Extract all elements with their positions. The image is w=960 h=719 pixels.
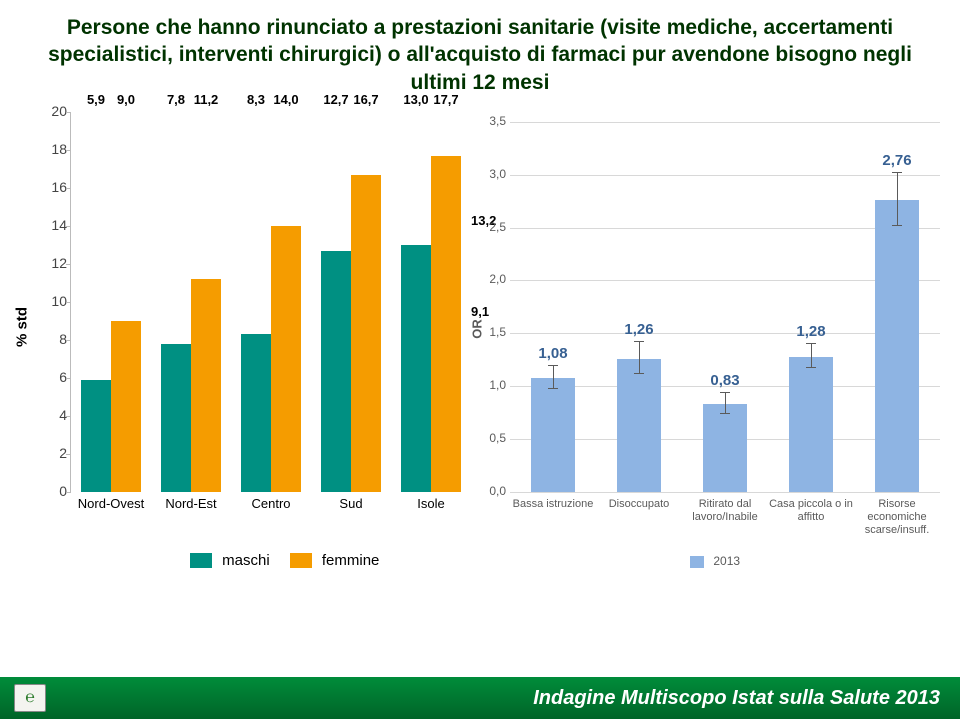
- bar-value-label: 11,2: [191, 92, 221, 277]
- or-value-label: 2,76: [872, 152, 922, 169]
- or-bar: [617, 359, 661, 492]
- right-category-label: Casa piccola o in affitto: [768, 498, 854, 524]
- left-category-label: Nord-Est: [151, 496, 231, 511]
- left-ytick-label: 2: [41, 445, 67, 461]
- bar-value-label: 5,9: [81, 92, 111, 378]
- footer-text: Indagine Multiscopo Istat sulla Salute 2…: [533, 687, 940, 710]
- left-ytick-label: 16: [41, 179, 67, 195]
- left-bar-chart: % std 024681012141618205,99,0Nord-Ovest7…: [30, 112, 480, 542]
- left-category-label: Nord-Ovest: [71, 496, 151, 511]
- legend-label-year: 2013: [713, 554, 740, 568]
- or-value-label: 0,83: [700, 372, 750, 389]
- right-category-label: Ritirato dal lavoro/Inabile: [682, 498, 768, 524]
- legend-swatch-maschi: [190, 553, 212, 568]
- left-category-label: Isole: [391, 496, 471, 511]
- left-ytick-label: 20: [41, 103, 67, 119]
- left-ytick-label: 6: [41, 369, 67, 385]
- bar-value-label: 9,0: [111, 92, 141, 319]
- right-ytick-label: 3,0: [482, 167, 506, 181]
- or-value-label: 1,28: [786, 323, 836, 340]
- right-plot-area: 0,00,51,01,52,02,53,03,51,08Bassa istruz…: [510, 122, 940, 492]
- left-ytick-label: 0: [41, 483, 67, 499]
- left-ytick-label: 10: [41, 293, 67, 309]
- logo-icon: ℮: [14, 684, 46, 712]
- legend-swatch-year: [690, 556, 704, 568]
- or-bar: [531, 378, 575, 492]
- left-legend: maschi femmine: [190, 552, 379, 569]
- left-category-label: Centro: [231, 496, 311, 511]
- bar-value-label: 7,8: [161, 92, 191, 342]
- left-ytick-label: 12: [41, 255, 67, 271]
- bar-maschi: [401, 245, 431, 492]
- legend-item-femmine: femmine: [290, 552, 380, 569]
- right-category-label: Bassa istruzione: [510, 498, 596, 511]
- or-bar: [789, 357, 833, 492]
- bar-value-label: 17,7: [431, 92, 461, 154]
- bar-maschi: [241, 334, 271, 492]
- or-bar: [875, 200, 919, 492]
- legend-label-femmine: femmine: [322, 552, 380, 569]
- bar-value-label: 8,3: [241, 92, 271, 332]
- right-category-label: Disoccupato: [596, 498, 682, 511]
- left-ytick-label: 8: [41, 331, 67, 347]
- or-value-label: 1,26: [614, 321, 664, 338]
- left-ytick-label: 4: [41, 407, 67, 423]
- bar-maschi: [161, 344, 191, 492]
- legend-item-maschi: maschi: [190, 552, 270, 569]
- bar-femmine: [191, 279, 221, 492]
- left-y-axis-label: % std: [14, 307, 31, 347]
- right-bar-chart: OR 0,00,51,01,52,02,53,03,51,08Bassa ist…: [470, 122, 950, 582]
- legend-swatch-femmine: [290, 553, 312, 568]
- legend-label-maschi: maschi: [222, 552, 270, 569]
- right-legend: 2013: [690, 554, 740, 568]
- left-plot-area: 024681012141618205,99,0Nord-Ovest7,811,2…: [70, 112, 470, 492]
- left-category-label: Sud: [311, 496, 391, 511]
- bar-femmine: [431, 156, 461, 492]
- bar-femmine: [111, 321, 141, 492]
- bar-value-label: 13,0: [401, 92, 431, 243]
- page-title: Persone che hanno rinunciato a prestazio…: [0, 0, 960, 102]
- bar-maschi: [321, 251, 351, 492]
- charts-container: % std 024681012141618205,99,0Nord-Ovest7…: [0, 102, 960, 592]
- right-category-label: Risorse economiche scarse/insuff.: [854, 498, 940, 538]
- bar-value-label: 14,0: [271, 92, 301, 224]
- right-ytick-label: 3,5: [482, 114, 506, 128]
- bar-maschi: [81, 380, 111, 492]
- right-ytick-label: 2,5: [482, 220, 506, 234]
- bar-value-label: 16,7: [351, 92, 381, 173]
- right-ytick-label: 1,5: [482, 325, 506, 339]
- bar-value-label: 12,7: [321, 92, 351, 249]
- bar-femmine: [351, 175, 381, 492]
- right-ytick-label: 0,5: [482, 431, 506, 445]
- or-bar: [703, 404, 747, 492]
- left-ytick-label: 14: [41, 217, 67, 233]
- right-ytick-label: 2,0: [482, 272, 506, 286]
- or-value-label: 1,08: [528, 345, 578, 362]
- bar-femmine: [271, 226, 301, 492]
- right-ytick-label: 1,0: [482, 378, 506, 392]
- right-ytick-label: 0,0: [482, 484, 506, 498]
- footer-bar: Indagine Multiscopo Istat sulla Salute 2…: [0, 677, 960, 719]
- left-ytick-label: 18: [41, 141, 67, 157]
